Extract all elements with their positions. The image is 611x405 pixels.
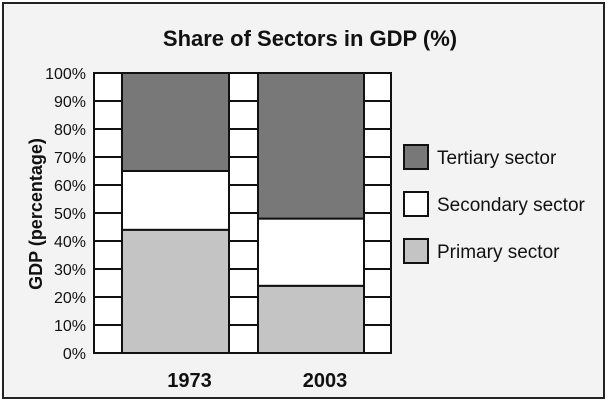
- y-tick-label: 70%: [54, 150, 86, 167]
- y-tick-label: 10%: [54, 318, 86, 335]
- y-tick-label: 30%: [54, 262, 86, 279]
- legend-label: Secondary sector: [437, 195, 586, 216]
- bar-segment-primary-sector: [121, 228, 230, 354]
- y-tick-label: 90%: [54, 94, 86, 111]
- legend-swatch: [403, 144, 429, 170]
- legend: Tertiary sector Secondary sector Primary s…: [403, 144, 586, 264]
- legend-item: Tertiary sector: [403, 144, 557, 170]
- bar-segment-secondary-sector: [121, 170, 230, 231]
- y-tick-label: 80%: [54, 122, 86, 139]
- y-axis-label: GDP (percentage): [26, 138, 46, 290]
- bar-segment-tertiary-sector: [257, 72, 365, 220]
- legend-item: Primary sector: [403, 238, 560, 264]
- bar-segment-secondary-sector: [257, 217, 365, 287]
- legend-swatch: [403, 238, 429, 264]
- legend-item: Secondary sector: [403, 191, 586, 217]
- y-tick-label: 40%: [54, 234, 86, 251]
- ladder-columns: [93, 72, 392, 354]
- legend-label: Primary sector: [437, 242, 560, 263]
- bar-segment-tertiary-sector: [121, 72, 230, 172]
- y-tick-label: 20%: [54, 290, 86, 307]
- y-tick-label: 50%: [54, 206, 86, 223]
- y-tick-label: 0%: [63, 346, 86, 363]
- ladder-column: [228, 72, 259, 354]
- y-tick-label: 60%: [54, 178, 86, 195]
- ladder-column: [93, 72, 123, 354]
- x-tick-label: 1973: [167, 370, 212, 392]
- y-tick-label: 100%: [45, 66, 86, 83]
- stacked-bars: [121, 72, 365, 354]
- chart-title: Share of Sectors in GDP (%): [163, 26, 457, 51]
- legend-label: Tertiary sector: [437, 148, 557, 169]
- y-tick-labels: 0% 10% 20% 30% 40% 50% 60% 70% 80% 90% 100%: [45, 66, 86, 363]
- x-tick-label: 2003: [303, 370, 348, 392]
- legend-swatch: [403, 191, 429, 217]
- category-labels: 1973 2003: [167, 370, 347, 392]
- bar-segment-primary-sector: [257, 284, 365, 354]
- ladder-column: [363, 72, 392, 354]
